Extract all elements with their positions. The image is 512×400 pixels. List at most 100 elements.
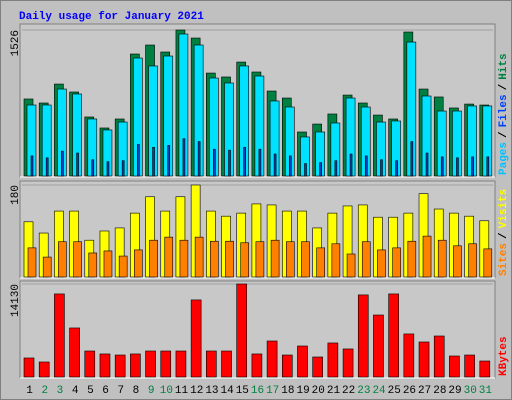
bar	[240, 242, 250, 278]
x-tick-label: 15	[236, 385, 249, 397]
legend: Sites / Visits	[498, 189, 510, 276]
bar	[228, 149, 231, 177]
bar	[270, 239, 280, 278]
x-tick-label: 31	[479, 385, 493, 397]
legend-entry: Hits	[498, 53, 510, 79]
bar	[301, 241, 310, 278]
bar	[30, 155, 34, 177]
legend-entry: KBytes	[498, 336, 510, 376]
legend-entry: Pages	[498, 142, 510, 175]
y-tick-label: 1526	[10, 30, 22, 56]
bar	[486, 156, 490, 177]
bar	[418, 341, 430, 378]
bar	[190, 299, 202, 378]
bar	[76, 152, 79, 177]
bar	[468, 243, 477, 278]
bar	[464, 354, 475, 378]
bar	[255, 241, 265, 278]
bar	[346, 253, 356, 278]
bar	[38, 361, 50, 378]
x-tick-label: 4	[72, 385, 79, 397]
bar	[225, 240, 234, 278]
bar	[54, 293, 65, 378]
x-tick-label: 27	[418, 385, 431, 397]
bar	[210, 240, 219, 278]
bar	[395, 160, 398, 177]
bar	[221, 350, 232, 378]
bar	[103, 250, 113, 278]
bar	[73, 241, 82, 278]
bar	[422, 235, 432, 278]
bar	[69, 327, 80, 378]
bar	[213, 148, 216, 177]
bar	[27, 247, 37, 278]
legend-separator: /	[498, 83, 510, 90]
bar	[288, 155, 292, 177]
x-tick-label: 19	[296, 385, 309, 397]
bar	[327, 342, 339, 378]
x-tick-label: 28	[433, 385, 446, 397]
x-tick-label: 26	[403, 385, 416, 397]
bar	[118, 255, 128, 278]
x-tick-label: 29	[448, 385, 461, 397]
x-tick-label: 12	[190, 385, 203, 397]
bar	[407, 240, 417, 278]
bar	[179, 239, 189, 278]
bar	[453, 245, 462, 278]
bar	[316, 247, 325, 278]
bar	[145, 350, 156, 378]
bar	[285, 241, 295, 278]
bar	[380, 159, 383, 177]
bar	[334, 160, 338, 177]
bar	[319, 162, 322, 177]
x-tick-label: 2	[41, 385, 48, 397]
bar	[388, 293, 399, 378]
x-tick-label: 25	[388, 385, 401, 397]
x-tick-label: 16	[251, 385, 264, 397]
legend-entry: Sites	[498, 243, 510, 276]
x-tick-label: 23	[357, 385, 370, 397]
x-tick-label: 7	[117, 385, 124, 397]
bar	[410, 141, 414, 177]
bar	[304, 163, 307, 177]
bar	[175, 350, 187, 378]
bar	[61, 150, 64, 177]
x-tick-label: 20	[312, 385, 325, 397]
bar	[206, 350, 217, 378]
bar	[377, 249, 386, 278]
bar	[194, 236, 204, 278]
x-tick-label: 1	[26, 385, 33, 397]
legend-entry: Visits	[498, 189, 510, 229]
x-tick-label: 17	[266, 385, 279, 397]
bar	[251, 353, 263, 378]
bar	[357, 294, 369, 378]
bar	[361, 241, 371, 278]
bar	[258, 148, 262, 177]
x-tick-label: 9	[148, 385, 155, 397]
legend-separator: /	[498, 131, 510, 138]
y-tick-label: 180	[10, 185, 22, 205]
bar	[471, 156, 474, 177]
bar	[134, 249, 143, 278]
bar	[456, 157, 459, 177]
bar	[312, 356, 323, 378]
bar	[273, 153, 277, 177]
x-tick-label: 3	[57, 385, 64, 397]
x-tick-label: 6	[102, 385, 109, 397]
bar	[114, 354, 126, 378]
bar	[236, 283, 248, 378]
bar	[243, 146, 247, 177]
x-tick-label: 5	[87, 385, 94, 397]
x-tick-label: 21	[327, 385, 341, 397]
bar	[167, 145, 171, 177]
bar	[45, 157, 49, 177]
bar	[331, 243, 341, 278]
bar	[433, 335, 445, 378]
bar	[130, 353, 141, 378]
x-tick-label: 18	[281, 385, 294, 397]
bar	[164, 236, 174, 278]
bar	[23, 357, 35, 378]
legend-separator: /	[498, 232, 510, 239]
legend-entry: Files	[498, 94, 510, 127]
